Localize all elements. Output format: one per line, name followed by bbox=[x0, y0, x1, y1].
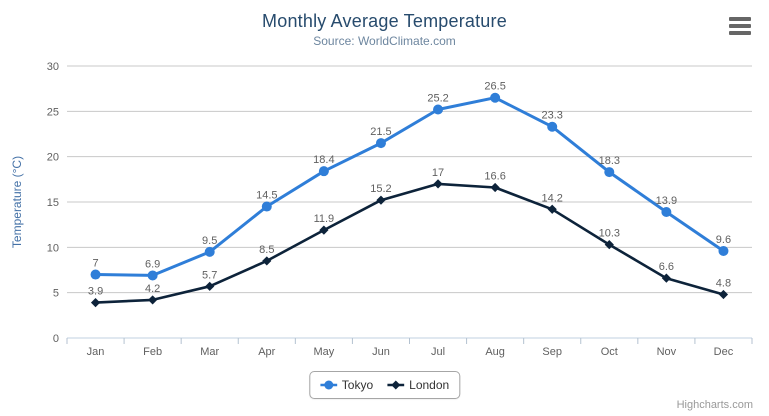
london-data-label: 8.5 bbox=[259, 244, 274, 256]
london-data-label: 4.8 bbox=[716, 277, 731, 289]
tokyo-data-label: 13.9 bbox=[656, 195, 677, 207]
legend: Tokyo London bbox=[308, 371, 461, 399]
tokyo-point-may[interactable] bbox=[318, 166, 329, 177]
london-data-label: 11.9 bbox=[314, 213, 335, 225]
x-axis-tick-label: Apr bbox=[258, 346, 275, 358]
london-line[interactable] bbox=[94, 182, 725, 304]
hamburger-icon bbox=[729, 17, 751, 21]
tokyo-data-label: 23.3 bbox=[541, 110, 562, 122]
tokyo-point-mar[interactable] bbox=[204, 246, 215, 257]
y-axis-title: Temperature (°C) bbox=[10, 156, 24, 248]
london-data-label: 17 bbox=[432, 167, 444, 179]
london-point-jan[interactable] bbox=[90, 298, 101, 308]
london-point-nov[interactable] bbox=[661, 273, 671, 283]
london-point-sep[interactable] bbox=[547, 204, 557, 214]
tokyo-point-sep[interactable] bbox=[547, 121, 558, 132]
tokyo-point-oct[interactable] bbox=[604, 167, 615, 178]
x-axis-tick-label: May bbox=[313, 346, 334, 358]
london-point-may[interactable] bbox=[319, 225, 329, 235]
tokyo-data-label: 7 bbox=[92, 258, 98, 270]
credits-link[interactable]: Highcharts.com bbox=[676, 399, 753, 411]
london-data-label: 16.6 bbox=[484, 170, 505, 182]
london-point-jun[interactable] bbox=[376, 195, 386, 205]
hamburger-icon bbox=[729, 31, 751, 35]
london-data-label: 6.6 bbox=[659, 261, 674, 273]
y-axis-tick-label: 15 bbox=[47, 197, 59, 209]
legend-label-london: London bbox=[409, 378, 450, 392]
tokyo-data-label: 9.6 bbox=[716, 234, 731, 246]
tokyo-data-label: 14.5 bbox=[256, 190, 277, 202]
y-axis-tick-label: 5 bbox=[53, 288, 59, 300]
tokyo-data-label: 18.3 bbox=[599, 155, 620, 167]
tokyo-point-nov[interactable] bbox=[661, 206, 672, 217]
tokyo-point-feb[interactable] bbox=[147, 270, 158, 281]
london-point-apr[interactable] bbox=[262, 256, 272, 266]
y-axis-tick-label: 25 bbox=[47, 106, 59, 118]
tokyo-data-label: 18.4 bbox=[313, 154, 334, 166]
london-data-label: 4.2 bbox=[145, 283, 160, 295]
tokyo-data-label: 9.5 bbox=[202, 235, 217, 247]
x-axis-tick-label: Nov bbox=[657, 346, 677, 358]
y-axis-tick-label: 0 bbox=[53, 333, 59, 345]
tokyo-point-jun[interactable] bbox=[375, 138, 386, 149]
chart-title: Monthly Average Temperature bbox=[262, 11, 507, 31]
export-menu-button[interactable] bbox=[729, 17, 751, 35]
tokyo-data-label: 26.5 bbox=[484, 81, 505, 93]
legend-item-london[interactable]: London bbox=[387, 378, 449, 392]
chart-subtitle: Source: WorldClimate.com bbox=[313, 34, 456, 48]
tokyo-line[interactable] bbox=[94, 96, 725, 277]
x-axis-tick-label: Jun bbox=[372, 346, 390, 358]
x-axis-tick-label: Oct bbox=[601, 346, 618, 358]
y-axis-tick-label: 10 bbox=[47, 242, 59, 254]
hamburger-icon bbox=[729, 24, 751, 28]
london-series-icon bbox=[387, 380, 405, 390]
tokyo-data-label: 6.9 bbox=[145, 258, 160, 270]
london-point-oct[interactable] bbox=[604, 240, 614, 250]
london-point-dec[interactable] bbox=[718, 289, 729, 300]
london-data-label: 15.2 bbox=[370, 183, 391, 195]
london-point-mar[interactable] bbox=[205, 281, 215, 291]
tokyo-point-jul[interactable] bbox=[433, 104, 444, 115]
tokyo-point-jan[interactable] bbox=[90, 269, 101, 280]
x-axis-tick-label: Aug bbox=[485, 346, 505, 358]
legend-label-tokyo: Tokyo bbox=[341, 378, 374, 392]
tokyo-point-aug[interactable] bbox=[490, 92, 501, 103]
y-axis-tick-label: 20 bbox=[47, 152, 59, 164]
tokyo-data-label: 21.5 bbox=[370, 126, 391, 138]
x-axis-tick-label: Jan bbox=[87, 346, 105, 358]
london-point-feb[interactable] bbox=[148, 295, 158, 305]
legend-item-tokyo[interactable]: Tokyo bbox=[319, 378, 374, 392]
y-axis-tick-label: 30 bbox=[47, 61, 59, 73]
london-point-aug[interactable] bbox=[490, 182, 500, 193]
london-data-label: 10.3 bbox=[599, 228, 620, 240]
x-axis-tick-label: Dec bbox=[714, 346, 734, 358]
tokyo-point-apr[interactable] bbox=[261, 201, 272, 212]
tokyo-point-dec[interactable] bbox=[718, 245, 729, 256]
london-data-label: 3.9 bbox=[88, 286, 103, 298]
london-data-label: 14.2 bbox=[541, 192, 562, 204]
london-data-label: 5.7 bbox=[202, 269, 217, 281]
tokyo-data-label: 25.2 bbox=[427, 93, 448, 105]
x-axis-tick-label: Sep bbox=[542, 346, 562, 358]
x-axis-tick-label: Feb bbox=[143, 346, 162, 358]
tokyo-series-icon bbox=[319, 380, 337, 390]
x-axis-tick-label: Jul bbox=[431, 346, 445, 358]
london-point-jul[interactable] bbox=[433, 179, 443, 189]
x-axis-tick-label: Mar bbox=[200, 346, 219, 358]
